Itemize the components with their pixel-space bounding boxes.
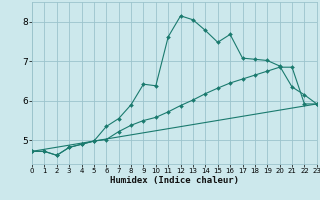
X-axis label: Humidex (Indice chaleur): Humidex (Indice chaleur) [110,176,239,185]
